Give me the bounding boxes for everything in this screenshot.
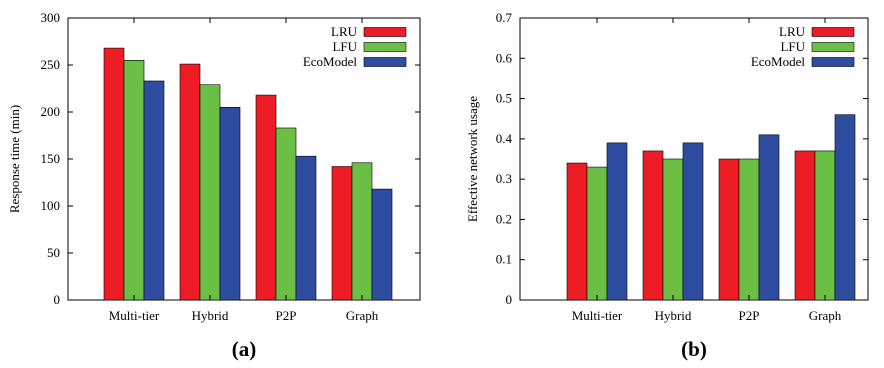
bar-lfu-multi-tier — [123, 59, 145, 301]
bar-lfu-p2p — [275, 127, 297, 301]
chart-panel-a: 0 50 100 150 200 250 300 Multi-tier Hybrid P2P Gra… — [7, 10, 421, 361]
bar-lru-p2p — [255, 94, 277, 301]
y-axis-label: Effective network usage — [465, 96, 480, 222]
bar-lfu-hybrid — [199, 84, 221, 301]
bar-ecomodel-p2p — [758, 134, 780, 301]
bar-lfu-graph — [814, 150, 836, 301]
bar-ecomodel-multi-tier — [606, 142, 628, 301]
y-tick-label: 0.2 — [496, 211, 512, 226]
x-tick-label: Hybrid — [192, 308, 229, 323]
chart-panel-b: 0 0.1 0.2 0.3 0.4 0.5 0.6 0.7 Multi-tier Hybrid P2… — [465, 10, 869, 361]
bar-ecomodel-p2p — [295, 155, 317, 301]
bar-ecomodel-multi-tier — [143, 80, 165, 301]
y-tick-label: 0.4 — [496, 131, 513, 146]
bar-lfu-graph — [351, 162, 373, 301]
y-tick-label: 0.3 — [496, 171, 512, 186]
panel-label: (a) — [232, 337, 257, 361]
legend-swatch-lru — [363, 27, 407, 37]
x-tick-label: Graph — [809, 308, 842, 323]
y-tick-label: 100 — [41, 198, 61, 213]
y-tick-label: 250 — [41, 57, 61, 72]
bar-ecomodel-graph — [834, 114, 856, 301]
bar-ecomodel-hybrid — [219, 107, 241, 301]
x-tick-label: P2P — [276, 308, 297, 323]
legend-label-lru: LRU — [779, 24, 806, 39]
y-tick-label: 0 — [54, 292, 61, 307]
y-tick-label: 0 — [506, 292, 513, 307]
bar-lru-hybrid — [642, 150, 664, 301]
bar-lru-graph — [794, 150, 816, 301]
y-tick-label: 200 — [41, 104, 61, 119]
panel-label: (b) — [681, 337, 707, 361]
bar-ecomodel-graph — [371, 188, 393, 301]
bar-lfu-p2p — [738, 158, 760, 301]
legend-label-lru: LRU — [331, 24, 358, 39]
bar-lru-multi-tier — [103, 47, 125, 301]
legend-swatch-ecomodel — [811, 57, 855, 67]
bar-lfu-multi-tier — [586, 166, 608, 301]
legend-label-lfu: LFU — [332, 39, 357, 54]
legend-swatch-lfu — [811, 42, 855, 52]
x-tick-label: P2P — [739, 308, 760, 323]
y-tick-label: 50 — [47, 245, 60, 260]
legend-swatch-lfu — [363, 42, 407, 52]
x-tick-label: Hybrid — [655, 308, 692, 323]
bar-ecomodel-hybrid — [682, 142, 704, 301]
y-tick-label: 0.5 — [496, 91, 512, 106]
x-tick-label: Graph — [346, 308, 379, 323]
x-tick-label: Multi-tier — [572, 308, 623, 323]
bar-lfu-hybrid — [662, 158, 684, 301]
bar-lru-graph — [331, 166, 353, 301]
legend-swatch-lru — [811, 27, 855, 37]
y-tick-label: 0.7 — [496, 10, 513, 25]
legend-label-ecomodel: EcoModel — [303, 54, 358, 69]
y-tick-label: 150 — [41, 151, 61, 166]
legend-label-lfu: LFU — [780, 39, 805, 54]
y-tick-label: 0.1 — [496, 252, 512, 267]
legend-label-ecomodel: EcoModel — [751, 54, 806, 69]
legend-swatch-ecomodel — [363, 57, 407, 67]
bar-lru-p2p — [718, 158, 740, 301]
y-axis-label: Response time (min) — [7, 105, 22, 213]
y-tick-label: 0.6 — [496, 50, 513, 65]
x-tick-label: Multi-tier — [109, 308, 160, 323]
bar-lru-multi-tier — [566, 162, 588, 301]
bar-lru-hybrid — [179, 63, 201, 301]
y-tick-label: 300 — [41, 10, 61, 25]
